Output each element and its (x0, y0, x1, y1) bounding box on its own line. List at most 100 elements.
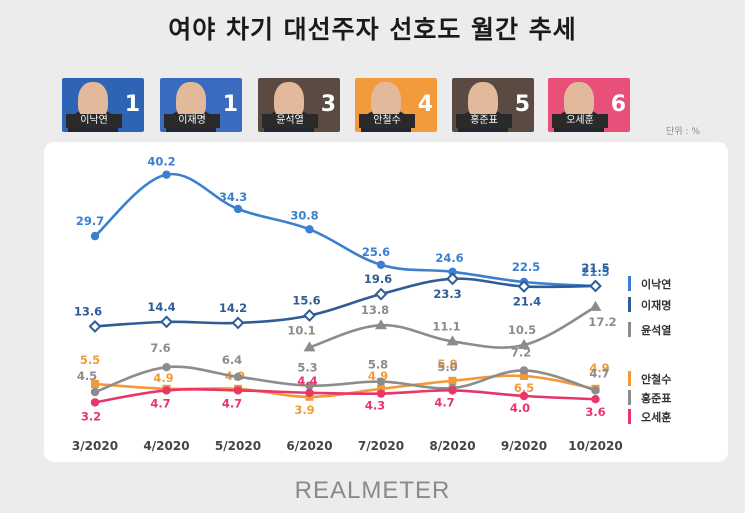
data-label: 3.9 (294, 403, 314, 417)
candidate-name: 홍준표 (456, 114, 512, 128)
legend-label: 홍준표 (641, 391, 671, 405)
data-point (233, 386, 243, 395)
data-point (448, 267, 457, 276)
candidate-rank: 6 (610, 92, 626, 117)
data-label: 5.5 (80, 353, 100, 367)
portrait-face (274, 82, 304, 120)
data-label: 5.8 (368, 358, 388, 372)
data-label: 21.5 (581, 261, 609, 275)
data-point (88, 319, 102, 333)
data-point (589, 300, 602, 311)
data-point (305, 381, 314, 390)
data-label: 34.3 (219, 190, 247, 204)
portrait-face (468, 82, 498, 120)
data-label: 24.6 (435, 251, 463, 265)
series-line-5 (93, 388, 597, 404)
data-label: 5.9 (437, 357, 457, 371)
data-label: 4.9 (589, 361, 609, 375)
data-label: 10.1 (287, 323, 315, 337)
data-point (377, 384, 385, 393)
data-point (303, 341, 316, 352)
candidate-card-4: 4 안철수 (355, 78, 437, 132)
data-label: 4.0 (510, 401, 530, 415)
data-point (591, 395, 600, 404)
data-label: 13.8 (361, 303, 389, 317)
legend-swatch (628, 409, 631, 424)
portrait-face (176, 82, 206, 120)
x-tick-label: 5/2020 (215, 439, 261, 453)
candidate-rank: 1 (124, 92, 140, 117)
data-point (90, 398, 100, 407)
data-label: 3.2 (81, 409, 101, 423)
candidate-card-5: 5 홍준표 (452, 78, 534, 132)
legend-swatch (628, 371, 631, 386)
data-label: 14.4 (147, 300, 175, 314)
data-point (305, 225, 314, 234)
legend-swatch (628, 322, 631, 337)
data-point (591, 386, 600, 395)
data-label: 14.2 (219, 301, 247, 315)
data-point (519, 366, 529, 375)
data-point (446, 335, 459, 346)
data-point (305, 388, 314, 397)
candidate-rank: 1 (222, 92, 238, 117)
x-tick-label: 7/2020 (358, 439, 404, 453)
data-label: 21.5 (581, 265, 609, 279)
data-label: 22.5 (512, 260, 540, 274)
x-tick-label: 6/2020 (286, 439, 332, 453)
data-label: 4.5 (77, 369, 97, 383)
data-label: 3.6 (585, 405, 605, 419)
data-point (520, 372, 528, 380)
data-point (375, 319, 387, 330)
data-point (90, 387, 100, 397)
legend-swatch (628, 297, 631, 312)
data-label: 4.9 (153, 371, 173, 385)
candidate-rank: 3 (320, 92, 336, 117)
data-label: 17.2 (588, 315, 616, 329)
candidate-card-1: 1 이낙연 (62, 78, 144, 132)
data-label: 4.7 (222, 396, 242, 410)
data-label: 4.7 (150, 396, 170, 410)
candidate-name: 윤석열 (262, 114, 318, 128)
series-line-4 (93, 365, 597, 394)
data-point (233, 204, 243, 214)
data-point (446, 272, 459, 286)
data-point (90, 231, 100, 241)
candidate-card-2: 1 이재명 (160, 78, 242, 132)
data-point (91, 380, 99, 388)
candidate-name: 이낙연 (66, 114, 122, 128)
candidate-name: 이재명 (164, 114, 220, 128)
legend-swatch (628, 276, 631, 291)
x-tick-label: 9/2020 (501, 439, 547, 453)
line-chart: 29.7 40.2 34.3 30.8 25.6 24.6 22.5 21.5 13.6 14.4… (72, 155, 671, 453)
data-label: 6.4 (222, 353, 242, 367)
data-label: 40.2 (147, 155, 175, 169)
candidate-rank: 4 (417, 92, 433, 117)
data-point (303, 309, 316, 322)
chart-panel: 29.7 40.2 34.3 30.8 25.6 24.6 22.5 21.5 13.6 14.4… (44, 142, 728, 462)
data-point (231, 316, 245, 330)
data-point (448, 376, 457, 385)
data-label: 4.3 (365, 399, 385, 413)
portrait-face (371, 82, 401, 120)
data-point (589, 279, 602, 293)
data-label: 7.2 (511, 345, 531, 359)
data-point (376, 377, 386, 386)
data-point (517, 279, 531, 293)
realmeter-logo: REALMETER (294, 477, 451, 504)
x-tick-label: 3/2020 (72, 439, 118, 453)
x-tick-label: 8/2020 (429, 439, 475, 453)
data-label: 5.0 (437, 360, 457, 374)
unit-label: 단위 : % (666, 127, 700, 137)
candidate-card-3: 3 윤석열 (258, 78, 340, 132)
data-label: 6.5 (514, 381, 534, 395)
data-point (374, 287, 388, 301)
data-label: 25.6 (362, 245, 390, 259)
data-point (376, 389, 386, 398)
legend-swatch (628, 390, 631, 405)
data-label: 21.4 (513, 294, 541, 308)
data-label: 4.7 (434, 395, 454, 409)
series-line-1 (93, 277, 597, 328)
data-label: 4.4 (297, 374, 317, 388)
data-point (376, 260, 386, 269)
